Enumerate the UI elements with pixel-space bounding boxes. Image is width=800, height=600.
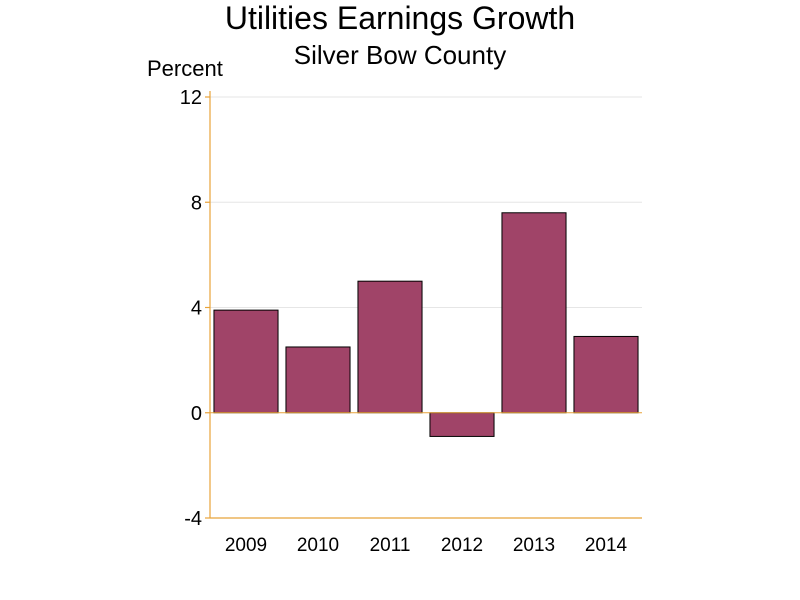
bar-2009: [213, 309, 279, 414]
bar-2011: [357, 280, 423, 414]
chart-subtitle: Silver Bow County: [293, 40, 507, 70]
y-tick-label: -4: [184, 508, 202, 530]
y-tick-label: 0: [191, 403, 202, 425]
x-tick-label: 2012: [441, 535, 483, 556]
y-tick-label: 4: [191, 298, 202, 320]
bar-2010: [285, 346, 351, 414]
y-axis-label: Percent: [147, 56, 223, 81]
y-tick-label: 12: [180, 87, 202, 109]
y-tick-label: 8: [191, 192, 202, 214]
bar-2013: [501, 212, 567, 414]
x-tick-label: 2011: [370, 535, 411, 556]
x-tick-label: 2009: [225, 535, 267, 556]
bar-2012: [429, 412, 495, 437]
x-tick-label: 2013: [513, 535, 555, 556]
bar-2014: [573, 335, 639, 414]
chart-title: Utilities Earnings Growth: [224, 0, 576, 36]
x-tick-label: 2014: [585, 535, 628, 556]
x-tick-label: 2010: [297, 535, 339, 556]
